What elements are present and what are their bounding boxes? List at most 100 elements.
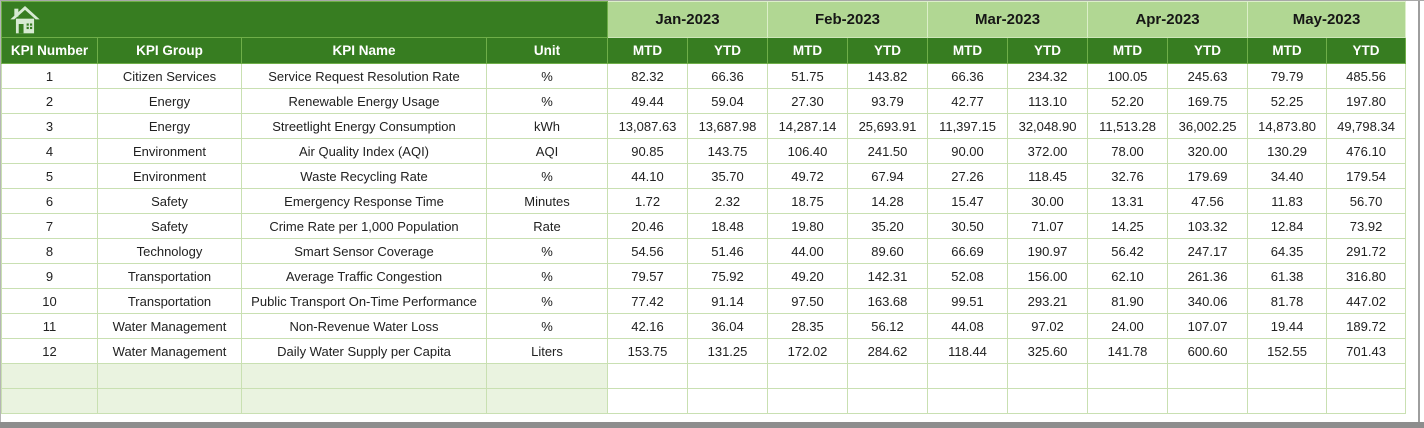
empty-cell[interactable] (848, 389, 929, 414)
month-header[interactable]: May-2023 (1248, 1, 1407, 38)
cell-kpi-name[interactable]: Air Quality Index (AQI) (242, 139, 487, 164)
cell-value[interactable]: 78.00 (1088, 139, 1169, 164)
cell-value[interactable]: 106.40 (768, 139, 848, 164)
empty-cell[interactable] (1008, 364, 1089, 389)
cell-value[interactable]: 107.07 (1168, 314, 1249, 339)
col-header-kpi-group[interactable]: KPI Group (98, 38, 242, 64)
cell-value[interactable]: 284.62 (848, 339, 929, 364)
cell-kpi-number[interactable]: 7 (1, 214, 98, 239)
cell-value[interactable]: 49,798.34 (1327, 114, 1407, 139)
cell-value[interactable]: 49.72 (768, 164, 848, 189)
cell-value[interactable]: 189.72 (1327, 314, 1407, 339)
cell-kpi-group[interactable]: Environment (98, 139, 242, 164)
cell-value[interactable]: 42.77 (928, 89, 1009, 114)
col-header-kpi-name[interactable]: KPI Name (242, 38, 487, 64)
cell-unit[interactable]: % (487, 264, 608, 289)
cell-value[interactable]: 143.82 (848, 64, 929, 89)
cell-kpi-group[interactable]: Transportation (98, 289, 242, 314)
cell-value[interactable]: 52.20 (1088, 89, 1169, 114)
cell-value[interactable]: 19.80 (768, 214, 848, 239)
cell-value[interactable]: 49.20 (768, 264, 848, 289)
cell-value[interactable]: 340.06 (1168, 289, 1249, 314)
cell-kpi-number[interactable]: 11 (1, 314, 98, 339)
col-header-mtd[interactable]: MTD (768, 38, 848, 64)
empty-cell[interactable] (608, 389, 688, 414)
cell-kpi-group[interactable]: Transportation (98, 264, 242, 289)
cell-value[interactable]: 245.63 (1168, 64, 1249, 89)
cell-value[interactable]: 81.90 (1088, 289, 1169, 314)
cell-kpi-number[interactable]: 12 (1, 339, 98, 364)
cell-value[interactable]: 130.29 (1248, 139, 1328, 164)
cell-value[interactable]: 190.97 (1008, 239, 1089, 264)
cell-value[interactable]: 32,048.90 (1008, 114, 1089, 139)
cell-value[interactable]: 261.36 (1168, 264, 1249, 289)
cell-kpi-number[interactable]: 1 (1, 64, 98, 89)
cell-value[interactable]: 36.04 (688, 314, 768, 339)
empty-cell[interactable] (98, 364, 242, 389)
cell-value[interactable]: 172.02 (768, 339, 848, 364)
cell-value[interactable]: 32.76 (1088, 164, 1169, 189)
cell-kpi-number[interactable]: 6 (1, 189, 98, 214)
cell-kpi-group[interactable]: Environment (98, 164, 242, 189)
cell-value[interactable]: 42.16 (608, 314, 688, 339)
cell-value[interactable]: 75.92 (688, 264, 768, 289)
col-header-unit[interactable]: Unit (487, 38, 608, 64)
cell-value[interactable]: 1.72 (608, 189, 688, 214)
month-header[interactable]: Feb-2023 (768, 1, 929, 38)
cell-value[interactable]: 79.57 (608, 264, 688, 289)
empty-cell[interactable] (1327, 389, 1407, 414)
cell-unit[interactable]: AQI (487, 139, 608, 164)
cell-value[interactable]: 447.02 (1327, 289, 1407, 314)
cell-kpi-number[interactable]: 4 (1, 139, 98, 164)
cell-value[interactable]: 30.50 (928, 214, 1009, 239)
cell-value[interactable]: 51.46 (688, 239, 768, 264)
cell-value[interactable]: 79.79 (1248, 64, 1328, 89)
col-header-mtd[interactable]: MTD (608, 38, 688, 64)
empty-cell[interactable] (608, 364, 688, 389)
cell-value[interactable]: 118.45 (1008, 164, 1089, 189)
cell-value[interactable]: 14.25 (1088, 214, 1169, 239)
cell-unit[interactable]: Minutes (487, 189, 608, 214)
cell-value[interactable]: 99.51 (928, 289, 1009, 314)
cell-value[interactable]: 11,513.28 (1088, 114, 1169, 139)
cell-value[interactable]: 169.75 (1168, 89, 1249, 114)
cell-kpi-name[interactable]: Non-Revenue Water Loss (242, 314, 487, 339)
col-header-mtd[interactable]: MTD (1248, 38, 1328, 64)
cell-value[interactable]: 11.83 (1248, 189, 1328, 214)
cell-value[interactable]: 62.10 (1088, 264, 1169, 289)
empty-cell[interactable] (487, 389, 608, 414)
cell-value[interactable]: 91.14 (688, 289, 768, 314)
cell-kpi-name[interactable]: Waste Recycling Rate (242, 164, 487, 189)
cell-value[interactable]: 13.31 (1088, 189, 1169, 214)
cell-value[interactable]: 90.85 (608, 139, 688, 164)
cell-value[interactable]: 11,397.15 (928, 114, 1009, 139)
cell-unit[interactable]: kWh (487, 114, 608, 139)
cell-value[interactable]: 27.30 (768, 89, 848, 114)
cell-value[interactable]: 103.32 (1168, 214, 1249, 239)
cell-value[interactable]: 61.38 (1248, 264, 1328, 289)
empty-cell[interactable] (1, 364, 98, 389)
cell-value[interactable]: 82.32 (608, 64, 688, 89)
cell-kpi-number[interactable]: 8 (1, 239, 98, 264)
col-header-ytd[interactable]: YTD (1008, 38, 1089, 64)
cell-kpi-group[interactable]: Water Management (98, 339, 242, 364)
cell-kpi-name[interactable]: Smart Sensor Coverage (242, 239, 487, 264)
cell-value[interactable]: 153.75 (608, 339, 688, 364)
cell-value[interactable]: 36,002.25 (1168, 114, 1249, 139)
cell-value[interactable]: 97.50 (768, 289, 848, 314)
month-header[interactable]: Apr-2023 (1088, 1, 1249, 38)
cell-value[interactable]: 54.56 (608, 239, 688, 264)
cell-kpi-group[interactable]: Water Management (98, 314, 242, 339)
cell-unit[interactable]: Liters (487, 339, 608, 364)
cell-value[interactable]: 89.60 (848, 239, 929, 264)
cell-kpi-number[interactable]: 9 (1, 264, 98, 289)
cell-value[interactable]: 18.75 (768, 189, 848, 214)
empty-cell[interactable] (1088, 364, 1169, 389)
cell-value[interactable]: 71.07 (1008, 214, 1089, 239)
cell-value[interactable]: 143.75 (688, 139, 768, 164)
cell-value[interactable]: 35.20 (848, 214, 929, 239)
cell-value[interactable]: 93.79 (848, 89, 929, 114)
cell-unit[interactable]: % (487, 314, 608, 339)
cell-value[interactable]: 14,287.14 (768, 114, 848, 139)
cell-value[interactable]: 13,687.98 (688, 114, 768, 139)
